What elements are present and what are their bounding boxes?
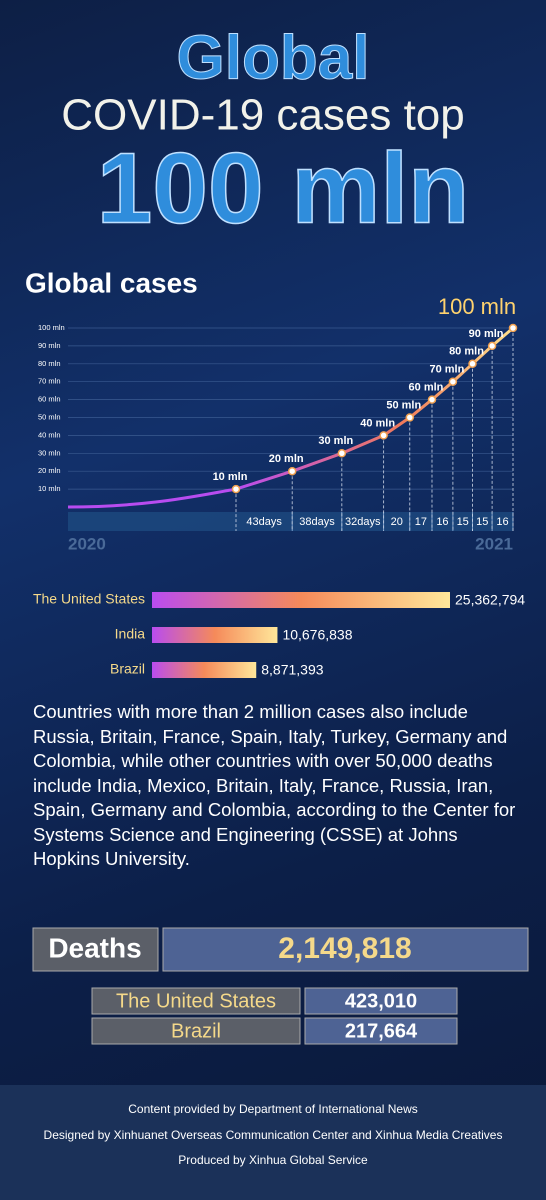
country: The United States: [116, 990, 276, 1012]
pre-curve: [67, 487, 237, 509]
interval-band: [68, 512, 513, 531]
footer-band: [0, 1085, 546, 1200]
headline-1: Global: [177, 23, 370, 92]
milestone: [287, 466, 297, 476]
value-label: 40 mln: [360, 417, 395, 429]
bar-value: 25,362,794: [455, 592, 525, 608]
milestone: [231, 484, 241, 494]
milestone: [337, 449, 347, 458]
milestone: [379, 431, 388, 440]
milestone: [468, 359, 477, 369]
milestone: [427, 395, 437, 404]
y-tick-label: 20 mln: [38, 466, 61, 475]
bar-category: The United States: [33, 591, 145, 607]
bar: [152, 662, 257, 678]
deaths-label-box: [32, 927, 159, 972]
y-tick-label: 40 mln: [38, 430, 61, 439]
interval-label: 16: [436, 516, 448, 528]
interval-label: 15: [476, 516, 488, 528]
deaths-total-box: [162, 927, 529, 972]
bar: [152, 627, 278, 643]
milestone: [508, 323, 518, 333]
interval-label: 20: [391, 516, 403, 528]
value-label: 60 mln: [409, 382, 444, 394]
footer-line: Produced by Xinhua Global Service: [178, 1153, 368, 1167]
x-label: 2021: [475, 534, 513, 553]
x-label: 2020: [68, 534, 106, 553]
cases-line: [235, 326, 514, 491]
value-label: 100 mln: [438, 294, 516, 319]
y-tick-label: 60 mln: [38, 395, 61, 404]
value-label: 10 mln: [213, 471, 248, 483]
milestone: [448, 377, 458, 386]
value-label: 20 mln: [269, 453, 304, 465]
country: Brazil: [171, 1020, 221, 1042]
deaths-label: Deaths: [48, 932, 141, 963]
interval-label: 15: [457, 516, 469, 528]
interval-label: 43days: [246, 516, 282, 528]
y-tick-label: 70 mln: [38, 377, 61, 386]
y-tick-label: 100 mln: [38, 323, 65, 332]
deaths-total: 2,149,818: [278, 932, 411, 965]
headline-3: 100 mln: [97, 132, 469, 244]
y-tick-label: 50 mln: [38, 412, 61, 421]
bar-category: Brazil: [110, 661, 145, 677]
y-tick-label: 30 mln: [38, 448, 61, 457]
value-label: 80 mln: [449, 346, 484, 358]
count: 217,664: [345, 1020, 418, 1042]
interval-label: 16: [496, 516, 508, 528]
milestone: [487, 341, 497, 351]
bar-category: India: [115, 626, 146, 642]
bar: [152, 592, 450, 608]
row-box: [91, 987, 301, 1015]
y-tick-label: 80 mln: [38, 359, 61, 368]
y-tick-label: 10 mln: [38, 484, 61, 493]
interval-label: 17: [415, 516, 427, 528]
footer-line: Content provided by Department of Intern…: [128, 1102, 418, 1116]
value-label: 30 mln: [318, 435, 353, 447]
footer-line: Designed by Xinhuanet Overseas Communica…: [44, 1128, 503, 1142]
value-label: 70 mln: [429, 364, 464, 376]
headline-2: COVID-19 cases top: [61, 91, 465, 140]
interval-label: 38days: [299, 516, 335, 528]
milestone: [405, 413, 415, 422]
row-box: [304, 987, 458, 1015]
paragraph: Countries with more than 2 million cases…: [33, 701, 516, 869]
chart-title: Global cases: [25, 267, 198, 298]
value-label: 90 mln: [469, 328, 504, 340]
bar-value: 10,676,838: [282, 627, 352, 643]
interval-label: 32days: [345, 516, 381, 528]
row-box: [304, 1017, 458, 1045]
y-tick-label: 90 mln: [38, 341, 61, 350]
count: 423,010: [345, 990, 417, 1012]
row-box: [91, 1017, 301, 1045]
bar-value: 8,871,393: [261, 662, 323, 678]
value-label: 50 mln: [386, 399, 421, 411]
